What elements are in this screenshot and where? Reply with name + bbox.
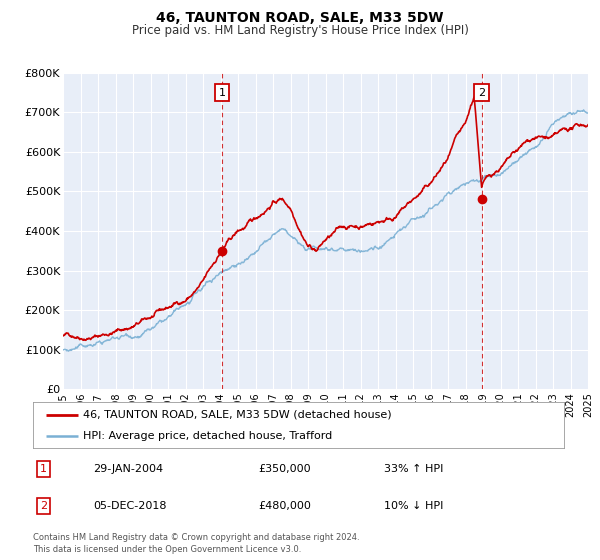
Text: 2: 2: [478, 87, 485, 97]
Text: 33% ↑ HPI: 33% ↑ HPI: [384, 464, 443, 474]
Text: 10% ↓ HPI: 10% ↓ HPI: [384, 501, 443, 511]
Text: £480,000: £480,000: [258, 501, 311, 511]
Text: 1: 1: [40, 464, 47, 474]
Text: 46, TAUNTON ROAD, SALE, M33 5DW (detached house): 46, TAUNTON ROAD, SALE, M33 5DW (detache…: [83, 410, 392, 420]
Text: 2: 2: [40, 501, 47, 511]
Text: HPI: Average price, detached house, Trafford: HPI: Average price, detached house, Traf…: [83, 431, 332, 441]
Text: 1: 1: [218, 87, 226, 97]
Text: 29-JAN-2004: 29-JAN-2004: [93, 464, 163, 474]
Text: 05-DEC-2018: 05-DEC-2018: [93, 501, 167, 511]
Text: Contains HM Land Registry data © Crown copyright and database right 2024.
This d: Contains HM Land Registry data © Crown c…: [33, 533, 359, 554]
Text: 46, TAUNTON ROAD, SALE, M33 5DW: 46, TAUNTON ROAD, SALE, M33 5DW: [156, 11, 444, 25]
Text: £350,000: £350,000: [258, 464, 311, 474]
Text: Price paid vs. HM Land Registry's House Price Index (HPI): Price paid vs. HM Land Registry's House …: [131, 24, 469, 36]
